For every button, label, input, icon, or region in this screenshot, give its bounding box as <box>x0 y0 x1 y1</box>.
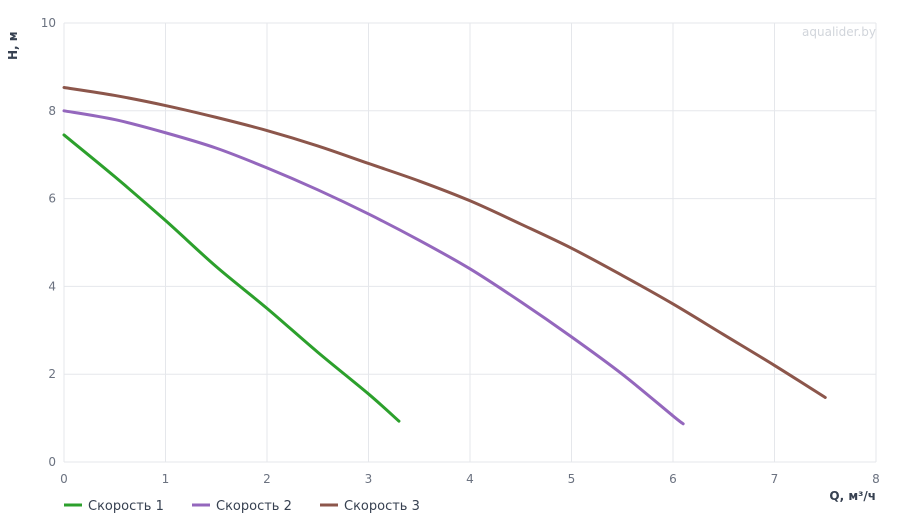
x-tick-label: 7 <box>771 472 779 486</box>
x-tick-label: 6 <box>669 472 677 486</box>
y-tick-label: 8 <box>48 104 56 118</box>
series-line-1 <box>62 133 401 423</box>
x-tick-label: 5 <box>568 472 576 486</box>
series-line-2 <box>62 109 685 426</box>
watermark: aqualider.by <box>802 25 876 39</box>
y-axis-label: H, м <box>6 31 20 60</box>
x-tick-label: 8 <box>872 472 880 486</box>
legend-label: Скорость 2 <box>216 499 292 514</box>
legend-label: Скорость 1 <box>88 499 164 514</box>
x-tick-label: 0 <box>60 472 68 486</box>
x-tick-label: 1 <box>162 472 170 486</box>
x-axis-label: Q, м³/ч <box>829 489 876 503</box>
x-tick-label: 2 <box>263 472 271 486</box>
legend-item-2[interactable]: Скорость 2 <box>192 499 292 514</box>
y-tick-label: 0 <box>48 455 56 469</box>
legend-item-3[interactable]: Скорость 3 <box>320 499 420 514</box>
x-tick-label: 3 <box>365 472 373 486</box>
series-line-3 <box>62 86 827 399</box>
legend-item-1[interactable]: Скорость 1 <box>64 499 164 514</box>
grid-lines <box>63 22 877 463</box>
y-tick-labels: 0 2 4 6 8 10 <box>41 16 56 469</box>
series-lines <box>62 86 827 426</box>
x-tick-label: 4 <box>466 472 474 486</box>
y-tick-label: 10 <box>41 16 56 30</box>
y-tick-label: 2 <box>48 367 56 381</box>
y-tick-label: 6 <box>48 192 56 206</box>
y-tick-label: 4 <box>48 279 56 293</box>
legend-label: Скорость 3 <box>344 499 420 514</box>
legend: Скорость 1 Скорость 2 Скорость 3 <box>64 499 420 514</box>
x-tick-labels: 0 1 2 3 4 5 6 7 8 <box>60 472 880 486</box>
